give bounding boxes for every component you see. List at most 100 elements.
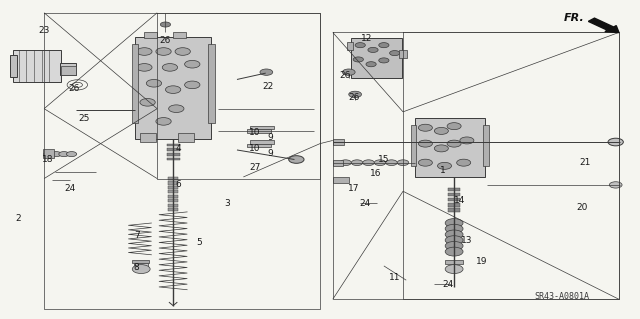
Circle shape — [349, 91, 362, 98]
Bar — [168, 195, 178, 198]
Circle shape — [137, 48, 152, 55]
Circle shape — [147, 79, 162, 87]
Bar — [168, 177, 178, 180]
Bar — [347, 42, 353, 50]
Text: 26: 26 — [68, 84, 80, 93]
Bar — [168, 204, 178, 207]
Circle shape — [445, 236, 463, 245]
Circle shape — [435, 145, 449, 152]
Text: 23: 23 — [38, 26, 50, 35]
Bar — [178, 133, 194, 142]
Circle shape — [460, 137, 474, 144]
Bar — [140, 133, 156, 142]
FancyArrow shape — [588, 18, 619, 33]
Bar — [167, 158, 179, 160]
Text: 24: 24 — [64, 184, 76, 193]
Circle shape — [353, 57, 364, 62]
Circle shape — [67, 152, 77, 157]
Text: 13: 13 — [461, 236, 472, 245]
Bar — [145, 33, 157, 38]
Circle shape — [340, 160, 351, 166]
Circle shape — [386, 160, 397, 166]
Bar — [13, 50, 61, 82]
Text: 26: 26 — [159, 36, 170, 45]
Circle shape — [379, 58, 389, 63]
Bar — [412, 124, 417, 166]
Circle shape — [609, 182, 622, 188]
Bar — [448, 208, 461, 211]
Bar — [250, 140, 274, 144]
Text: 24: 24 — [442, 279, 453, 288]
Text: FR.: FR. — [564, 13, 585, 23]
Circle shape — [156, 118, 172, 125]
Bar — [246, 129, 271, 133]
Circle shape — [351, 160, 363, 166]
Circle shape — [445, 265, 463, 273]
Text: 9: 9 — [268, 149, 273, 158]
Bar — [10, 55, 17, 77]
Bar — [167, 148, 179, 151]
Text: 14: 14 — [454, 196, 465, 205]
Circle shape — [140, 99, 156, 106]
Bar — [333, 139, 344, 145]
Text: 21: 21 — [579, 158, 591, 167]
Text: 16: 16 — [371, 169, 382, 178]
Circle shape — [419, 124, 433, 131]
Circle shape — [445, 219, 463, 227]
Bar — [448, 193, 461, 196]
Circle shape — [51, 152, 61, 157]
Text: 8: 8 — [134, 263, 140, 272]
Bar — [168, 190, 178, 194]
Circle shape — [184, 81, 200, 89]
Bar — [60, 63, 76, 75]
Bar — [351, 38, 402, 78]
Circle shape — [355, 43, 365, 48]
Circle shape — [366, 62, 376, 67]
Circle shape — [445, 230, 463, 239]
Circle shape — [289, 156, 304, 163]
Bar — [246, 144, 271, 147]
Circle shape — [59, 152, 69, 157]
Circle shape — [374, 160, 386, 166]
Bar — [445, 260, 463, 264]
Bar — [483, 124, 488, 166]
Circle shape — [363, 160, 374, 166]
Circle shape — [132, 265, 150, 273]
Text: 5: 5 — [196, 238, 202, 247]
Text: 26: 26 — [340, 71, 351, 80]
Circle shape — [397, 160, 409, 166]
Circle shape — [457, 159, 470, 166]
Text: 11: 11 — [389, 272, 401, 281]
Text: 2: 2 — [16, 214, 21, 223]
Bar — [399, 50, 407, 58]
Circle shape — [260, 69, 273, 75]
Circle shape — [169, 105, 184, 113]
Circle shape — [435, 127, 449, 134]
Bar — [134, 263, 148, 270]
Circle shape — [166, 86, 180, 93]
Bar — [208, 44, 214, 123]
Circle shape — [438, 162, 452, 169]
Text: SR43-A0801A: SR43-A0801A — [534, 292, 589, 301]
Circle shape — [419, 159, 433, 166]
Bar — [132, 260, 150, 263]
Circle shape — [137, 63, 152, 71]
Circle shape — [184, 60, 200, 68]
Text: 10: 10 — [249, 128, 260, 137]
Text: 22: 22 — [262, 82, 273, 91]
Circle shape — [447, 123, 461, 130]
Text: 25: 25 — [78, 114, 90, 123]
Bar — [250, 125, 274, 129]
Text: 15: 15 — [378, 155, 390, 164]
Text: 20: 20 — [576, 203, 588, 211]
Text: 9: 9 — [268, 133, 273, 142]
Circle shape — [379, 43, 389, 48]
Circle shape — [342, 69, 355, 75]
Circle shape — [44, 152, 54, 157]
Text: 1: 1 — [440, 166, 446, 175]
Bar — [168, 182, 178, 185]
Circle shape — [156, 48, 172, 55]
Circle shape — [368, 48, 378, 52]
Bar — [448, 203, 461, 206]
Text: 26: 26 — [348, 93, 360, 102]
